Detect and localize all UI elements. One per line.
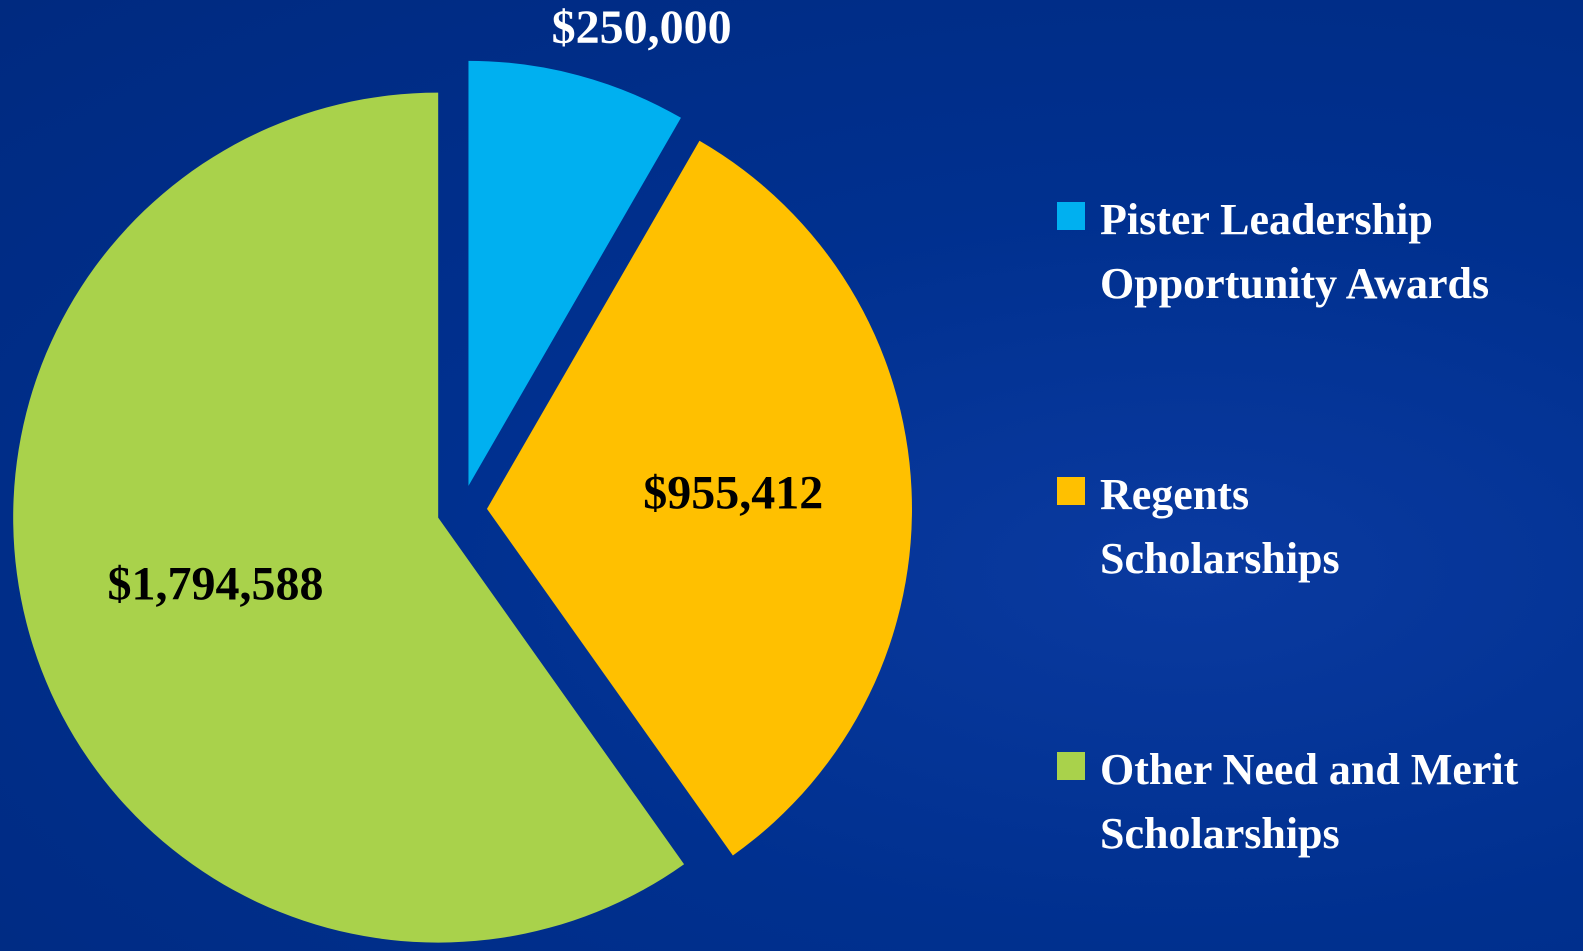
pie-slice <box>13 92 685 943</box>
legend-swatch <box>1057 477 1085 505</box>
data-label: $955,412 <box>643 466 823 519</box>
legend-label: Pister Leadership Opportunity Awards <box>1100 195 1490 308</box>
pie-slice <box>486 140 912 856</box>
pie-slice <box>468 60 681 486</box>
legend-label: Regents Scholarships <box>1100 470 1340 583</box>
data-label: $1,794,588 <box>107 558 323 611</box>
legend-swatch <box>1057 202 1085 230</box>
legend-swatch <box>1057 752 1085 780</box>
data-label: $250,000 <box>552 1 732 54</box>
legend-label: Other Need and Merit Scholarships <box>1100 745 1519 858</box>
